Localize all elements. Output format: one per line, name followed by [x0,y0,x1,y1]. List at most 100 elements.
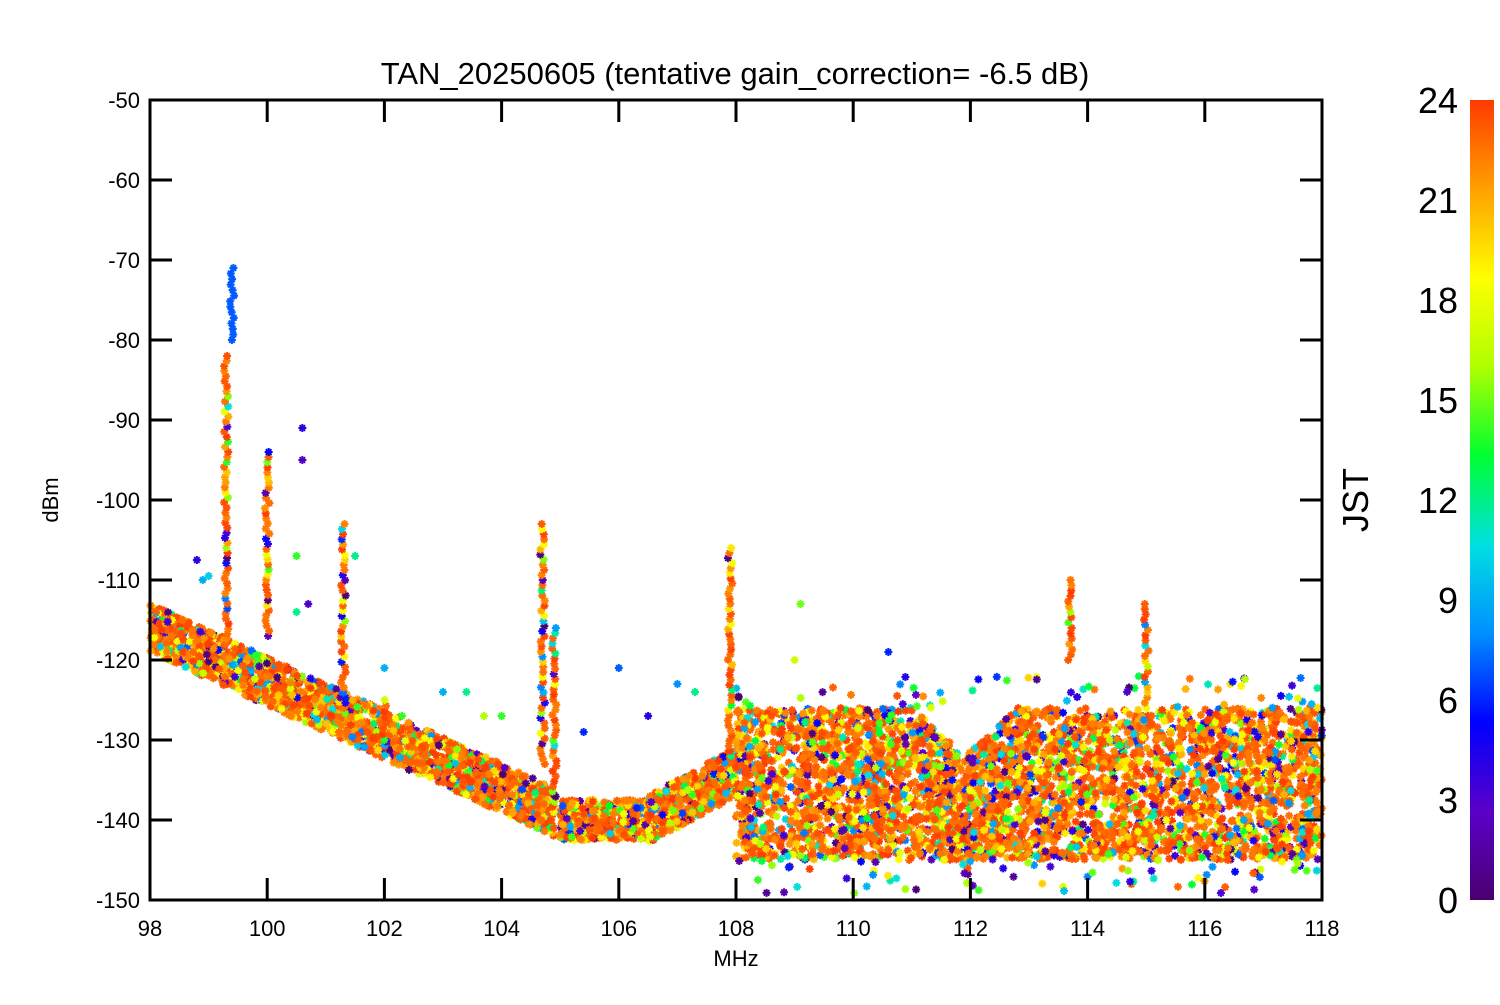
data-point [1063,820,1072,829]
data-point [498,770,507,779]
data-point [1299,764,1308,773]
data-point [1163,766,1172,775]
data-point [540,799,549,808]
data-point [209,674,218,683]
data-point [858,816,867,825]
data-point [203,640,212,649]
data-point [184,619,193,628]
data-point [348,732,357,741]
data-point [209,659,218,668]
data-point [252,687,261,696]
data-point [816,720,825,729]
data-point [911,777,920,786]
data-point [1081,704,1090,713]
data-point [484,770,493,779]
data-point [1032,840,1041,849]
data-point [742,811,751,820]
data-point [566,822,575,831]
data-point [496,777,505,786]
data-point [195,641,204,650]
data-point [368,734,377,743]
data-point [1301,714,1310,723]
data-point [516,798,525,807]
data-point [463,773,472,782]
data-point [841,711,850,720]
data-point [164,608,173,617]
data-point [1091,718,1100,727]
data-point [255,678,264,687]
data-point [588,833,597,842]
data-point [728,772,737,781]
data-point [1029,713,1038,722]
data-point [685,804,694,813]
data-point [856,829,865,838]
data-point [828,800,837,809]
data-point [664,781,673,790]
data-point [228,651,237,660]
data-point [384,731,393,740]
data-point [582,816,591,825]
data-point [1074,755,1083,764]
data-point [1154,805,1163,814]
data-point [1131,772,1140,781]
data-point [641,830,650,839]
data-point [1095,742,1104,751]
data-point [1180,841,1189,850]
data-point [1302,853,1311,862]
data-point [187,661,196,670]
data-point [332,685,341,694]
data-point [974,751,983,760]
data-point [710,780,719,789]
data-point [907,816,916,825]
data-point [576,834,585,843]
data-point [1263,731,1272,740]
data-point [916,723,925,732]
data-point [611,807,620,816]
data-point [979,758,988,767]
data-point [882,779,891,788]
data-point [698,772,707,781]
data-point [1078,775,1087,784]
data-point [1252,722,1261,731]
data-point [791,745,800,754]
data-point [495,773,504,782]
data-point [1053,828,1062,837]
data-point [458,761,467,770]
data-point [288,700,297,709]
data-point [510,778,519,787]
data-point [1244,811,1253,820]
data-point [821,771,830,780]
data-point [549,824,558,833]
data-point [623,796,632,805]
data-point [1025,807,1034,816]
data-point [922,814,931,823]
data-point [376,719,385,728]
data-point [816,715,825,724]
data-point [517,785,526,794]
data-point [887,784,896,793]
data-point [392,748,401,757]
data-point [606,829,615,838]
data-point [372,727,381,736]
data-point [727,780,736,789]
data-point [688,790,697,799]
data-point [1306,850,1315,859]
data-point [988,827,997,836]
data-point [207,629,216,638]
data-point [385,715,394,724]
data-point [1077,802,1086,811]
data-point [1086,847,1095,856]
data-point [288,690,297,699]
data-point [1082,834,1091,843]
data-point [183,642,192,651]
data-point [1267,713,1276,722]
data-point [1134,716,1143,725]
data-point [1198,751,1207,760]
data-point [914,727,923,736]
data-point [406,757,415,766]
data-point [439,772,448,781]
data-point [1055,740,1064,749]
data-point [656,797,665,806]
data-point [1146,854,1155,863]
data-point [211,662,220,671]
